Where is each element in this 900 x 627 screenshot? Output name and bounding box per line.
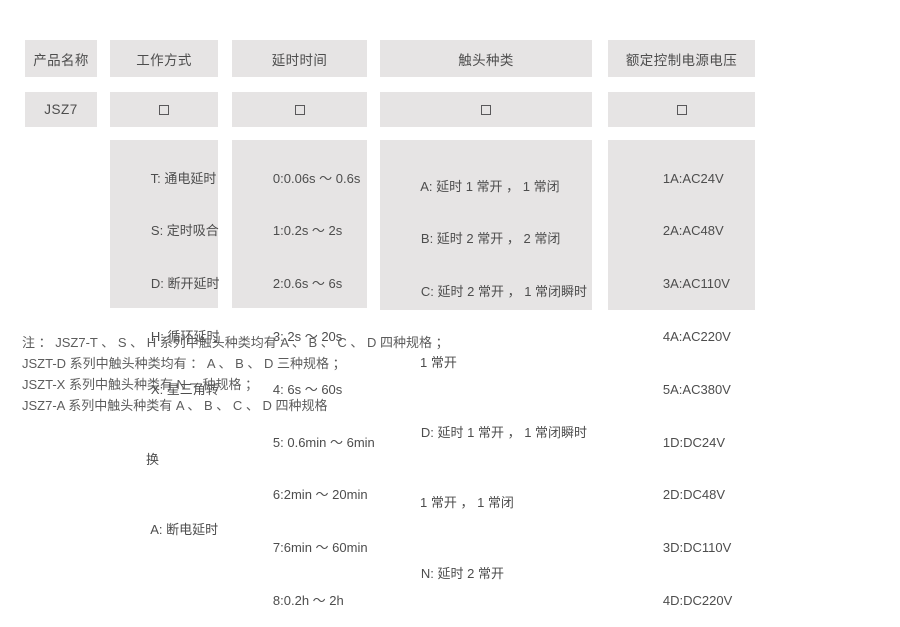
header-label-product-name: 产品名称: [33, 52, 89, 68]
list-item: A: 断电延时: [110, 504, 218, 557]
option-text: 4: 6s ～ 60s: [272, 381, 343, 397]
option-list-contact-type: A: 延时 1 常开 ， 1 常闭 B: 延时 2 常开 ， 2 常闭 C: 延…: [380, 160, 592, 600]
list-item: 5: 0.6min ～ 6min: [232, 416, 375, 469]
option-text-continuation: 1 常开: [420, 354, 457, 370]
option-text: N: 延时 2 常开: [420, 565, 504, 581]
option-text: A: 断电延时: [150, 522, 219, 538]
option-text: X: 星三角转: [150, 381, 219, 397]
option-text: 5: 0.6min ～ 6min: [272, 434, 375, 450]
option-text: 3D:DC110V: [662, 540, 732, 556]
footnote-line: 注 ： JSZ7-T 、 S 、 H 系列中触头种类均有 A 、 B 、 C 、…: [22, 335, 449, 350]
list-item: 3: 2s ～ 20s: [232, 310, 367, 363]
option-text: 2D:DC48V: [662, 487, 726, 503]
option-text: S: 定时吸合: [150, 223, 219, 239]
header-cell-rated-control-voltage: 额定控制电源电压: [608, 40, 755, 77]
header-label-work-mode: 工作方式: [136, 52, 192, 68]
option-text: 3: 2s ～ 20s: [272, 328, 343, 344]
model-designation-diagram: 产品名称 工作方式 延时时间 触头种类 额定控制电源电压 JSZ7 T: 通电延…: [22, 40, 755, 608]
option-text: A: 延时 1 常开 ， 1 常闭: [420, 178, 560, 194]
code-cell-work-mode: [110, 92, 218, 127]
option-text: 5A:AC380V: [662, 381, 731, 397]
list-item: S: 定时吸合: [110, 205, 219, 258]
list-item: 3A:AC110V: [608, 258, 755, 311]
list-item: 7:6min ～ 60min: [232, 521, 368, 574]
option-text: 0:0.06s ～ 0.6s: [272, 170, 361, 186]
list-item: 2D:DC48V: [608, 469, 755, 522]
list-item: 2A:AC48V: [608, 205, 755, 258]
content-cell-contact-type: A: 延时 1 常开 ， 1 常闭 B: 延时 2 常开 ， 2 常闭 C: 延…: [380, 140, 592, 581]
header-cell-contact-type: 触头种类: [380, 40, 592, 77]
placeholder-square-icon: [159, 104, 169, 115]
option-text: 6:2min ～ 20min: [272, 487, 368, 503]
header-label-rated-control-voltage: 额定控制电源电压: [625, 52, 738, 68]
placeholder-square-icon: [294, 104, 305, 115]
placeholder-square-icon: [676, 104, 687, 115]
option-text: D: 断开延时: [150, 276, 220, 292]
list-item: B: 延时 2 常开 ， 2 常闭: [380, 213, 592, 266]
option-text: 1:0.2s ～ 2s: [272, 223, 343, 239]
option-text: T: 通电延时: [150, 170, 217, 186]
list-item: 2:0.6s ～ 6s: [232, 258, 367, 311]
footnotes: 注 ： JSZ7-T 、 S 、 H 系列中触头种类均有 A 、 B 、 C 、…: [22, 332, 722, 416]
footnote-line: JSZ7-A 系列中触头种类有 A 、 B 、 C 、 D 四种规格: [22, 398, 328, 413]
header-label-contact-type: 触头种类: [458, 52, 514, 68]
code-value-product-name: JSZ7: [44, 102, 78, 117]
option-text: 3A:AC110V: [662, 276, 730, 292]
header-cell-product-name: 产品名称: [25, 40, 97, 77]
list-item: 8:0.2h ～ 2h: [232, 574, 367, 627]
option-text: B: 延时 2 常开 ， 2 常闭: [420, 231, 561, 247]
list-item: D: 断开延时: [110, 258, 220, 311]
list-item: N: 延时 2 常开: [380, 547, 592, 600]
option-text: 1A:AC24V: [662, 170, 724, 186]
code-cell-rated-control-voltage: [608, 92, 755, 127]
option-text: C: 延时 2 常开 ， 1 常闭瞬时: [420, 284, 588, 300]
list-item-continuation: 1 常开: [380, 318, 592, 406]
option-text: 8:0.2h ～ 2h: [272, 592, 344, 608]
header-cell-delay-time: 延时时间: [232, 40, 367, 77]
list-item-continuation: 换: [110, 416, 218, 504]
list-item: 4D:DC220V: [608, 574, 755, 627]
list-item: 1D:DC24V: [608, 416, 755, 469]
option-text: 2:0.6s ～ 6s: [272, 276, 343, 292]
option-text-continuation: 1 常开 ， 1 常闭: [420, 495, 514, 511]
footnote-line: JSZT-X 系列中触头种类有 N 一种规格 ；: [22, 377, 259, 392]
placeholder-square-icon: [481, 104, 491, 115]
header-label-delay-time: 延时时间: [271, 52, 328, 68]
list-item: 1:0.2s ～ 2s: [232, 205, 367, 258]
header-cell-work-mode: 工作方式: [110, 40, 218, 77]
list-item: 4: 6s ～ 60s: [232, 363, 367, 416]
list-item: 3D:DC110V: [608, 521, 755, 574]
content-cell-work-mode: T: 通电延时 S: 定时吸合 D: 断开延时 H: 循环延时 X: 星三角转 …: [110, 140, 220, 537]
option-text: 4A:AC220V: [662, 328, 731, 344]
option-text: 7:6min ～ 60min: [272, 540, 368, 556]
option-text: H: 循环延时: [150, 328, 220, 344]
option-text-continuation: 换: [146, 452, 160, 468]
list-item: X: 星三角转: [110, 363, 219, 416]
option-text: 1D:DC24V: [662, 434, 726, 450]
list-item: 1A:AC24V: [608, 152, 755, 205]
list-item-continuation: 1 常开 ， 1 常闭: [380, 459, 592, 547]
footnote-line: JSZT-D 系列中触头种类均有 ： A 、 B 、 D 三种规格 ；: [22, 356, 346, 371]
list-item: 0:0.06s ～ 0.6s: [232, 152, 367, 205]
list-item: H: 循环延时: [110, 310, 220, 363]
list-item: 6:2min ～ 20min: [232, 469, 368, 522]
code-cell-product-name: JSZ7: [25, 92, 97, 127]
code-cell-delay-time: [232, 92, 367, 127]
list-item: 5A:AC380V: [608, 363, 755, 416]
list-item: C: 延时 2 常开 ， 1 常闭瞬时: [380, 266, 592, 319]
option-text: 2A:AC48V: [662, 223, 724, 239]
option-text: D: 延时 1 常开 ， 1 常闭瞬时: [420, 424, 588, 440]
list-item: 4A:AC220V: [608, 310, 755, 363]
code-cell-contact-type: [380, 92, 592, 127]
content-cell-delay-time: 0:0.06s ～ 0.6s 1:0.2s ～ 2s 2:0.6s ～ 6s 3…: [232, 140, 375, 608]
list-item: D: 延时 1 常开 ， 1 常闭瞬时: [380, 406, 592, 459]
list-item: A: 延时 1 常开 ， 1 常闭: [380, 160, 592, 213]
list-item: T: 通电延时: [110, 152, 218, 205]
content-cell-rated-control-voltage: 1A:AC24V 2A:AC48V 3A:AC110V 4A:AC220V 5A…: [608, 140, 755, 608]
option-text: 4D:DC220V: [662, 592, 733, 608]
